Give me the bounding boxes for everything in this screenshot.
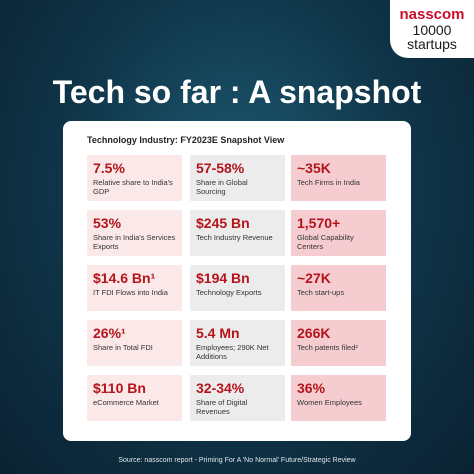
stat-value: $14.6 Bn¹	[93, 270, 156, 286]
stat-label: Employees; 290K Net Additions	[196, 343, 269, 361]
stat-value: $110 Bn	[93, 380, 146, 396]
logo: nasscom 10000 startups	[390, 0, 474, 58]
title: Tech so far : A snapshot	[52, 74, 422, 110]
stat-cell: 7.5% Relative share to India's GDP	[87, 155, 182, 201]
stat-cell: 5.4 Mn Employees; 290K Net Additions	[190, 320, 285, 366]
stat-label: Tech start-ups	[297, 288, 345, 297]
stat-label: Relative share to India's GDP	[93, 178, 173, 196]
stat-label: Tech Industry Revenue	[196, 233, 273, 242]
stat-cell: ~27K Tech start-ups	[291, 265, 386, 311]
stat-value: 32-34%	[196, 380, 245, 396]
stat-value: 26%¹	[93, 325, 126, 341]
stat-label: Share of Digital Revenues	[196, 398, 248, 416]
stat-label: Share in Total FDI	[93, 343, 153, 352]
stat-value: 57-58%	[196, 160, 245, 176]
stat-cell: 26%¹ Share in Total FDI	[87, 320, 182, 366]
stat-value: 1,570+	[297, 215, 341, 231]
stat-value: 266K	[297, 325, 331, 341]
stat-cell: 32-34% Share of Digital Revenues	[190, 375, 285, 421]
stat-label: Technology Exports	[196, 288, 262, 297]
stat-cell: $245 Bn Tech Industry Revenue	[190, 210, 285, 256]
stat-value: 36%	[297, 380, 326, 396]
stat-value: 5.4 Mn	[196, 325, 240, 341]
stat-value: $245 Bn	[196, 215, 250, 231]
stat-value: 53%	[93, 215, 122, 231]
stat-label: Share in India's Services Exports	[93, 233, 176, 251]
stat-label: Share in Global Sourcing	[196, 178, 248, 196]
stat-label: IT FDI Flows into India	[93, 288, 168, 297]
stat-cell: 266K Tech patents filed²	[291, 320, 386, 366]
stat-cell: $14.6 Bn¹ IT FDI Flows into India	[87, 265, 182, 311]
stat-label: Women Employees	[297, 398, 362, 407]
stat-label: Tech patents filed²	[297, 343, 358, 352]
stat-cell: 36% Women Employees	[291, 375, 386, 421]
stat-value: 7.5%	[93, 160, 125, 176]
source: Source: nasscom report - Priming For A '…	[118, 457, 356, 464]
stat-cell: ~35K Tech Firms in India	[291, 155, 386, 201]
logo-brand: nasscom	[399, 6, 465, 23]
stat-cell: $110 Bn eCommerce Market	[87, 375, 182, 421]
stat-cell: 53% Share in India's Services Exports	[87, 210, 182, 256]
logo-line: 10000	[412, 22, 452, 38]
stat-value: $194 Bn	[196, 270, 250, 286]
stat-value: ~35K	[297, 160, 331, 176]
card-heading: Technology Industry: FY2023E Snapshot Vi…	[87, 135, 285, 145]
stat-label: eCommerce Market	[93, 398, 159, 407]
stat-value: ~27K	[297, 270, 331, 286]
stat-cell: 1,570+ Global Capability Centers	[291, 210, 386, 256]
stat-cell: 57-58% Share in Global Sourcing	[190, 155, 285, 201]
stat-label: Tech Firms in India	[297, 178, 360, 187]
stat-cell: $194 Bn Technology Exports	[190, 265, 285, 311]
card: Technology Industry: FY2023E Snapshot Vi…	[63, 121, 411, 441]
logo-line: startups	[407, 36, 457, 52]
stat-label: Global Capability Centers	[297, 233, 354, 251]
